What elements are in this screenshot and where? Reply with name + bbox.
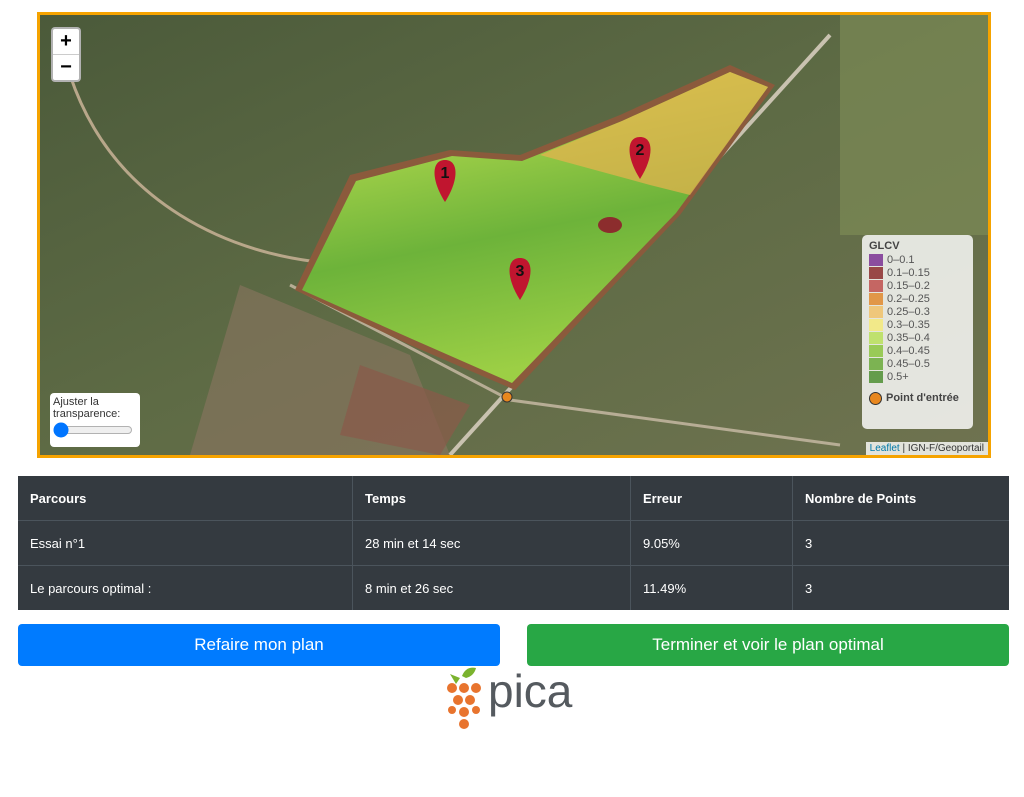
redo-button[interactable]: Refaire mon plan [18,624,500,666]
legend-swatch [869,306,883,318]
marker[interactable]: 1 [434,160,456,202]
legend-label: 0.2–0.25 [887,293,930,305]
column-header: Nombre de Points [792,476,1009,521]
map[interactable]: 1 2 3 + − Ajuster la transparence: GLCV … [37,12,991,458]
table-cell: 28 min et 14 sec [352,520,631,566]
legend-item: 0.35–0.4 [869,332,966,345]
table-cell: Essai n°1 [18,520,353,566]
legend-entry-label: Point d'entrée [886,392,959,404]
table-cell: 3 [792,520,1009,566]
attribution: Leaflet | IGN-F/Geoportail [865,442,988,455]
legend-swatch [869,254,883,266]
legend-swatch [869,332,883,344]
legend-item: 0.15–0.2 [869,280,966,293]
legend-label: 0–0.1 [887,254,915,266]
logo: pica [442,665,592,736]
transparency-slider[interactable] [53,422,133,438]
attribution-separator: | [902,443,906,454]
legend-entry: Point d'entrée [869,392,966,405]
finish-button[interactable]: Terminer et voir le plan optimal [527,624,1009,666]
marker[interactable]: 3 [509,258,531,300]
results-table: Parcours Temps Erreur Nombre de Points Essai… [18,476,1009,610]
zoom-in[interactable]: + [60,30,72,52]
legend-label: 0.15–0.2 [887,280,930,292]
table-cell: 9.05% [630,520,793,566]
marker-label: 1 [441,165,450,182]
map-imagery: 1 2 3 [40,15,988,455]
table-row: Essai n°1 28 min et 14 sec 9.05% 3 [18,520,1009,566]
column-header: Temps [352,476,631,521]
legend-swatch [869,280,883,292]
legend-item: 0.2–0.25 [869,293,966,306]
logo-text: pica [488,665,573,717]
legend-swatch [869,371,883,383]
legend-label: 0.25–0.3 [887,306,930,318]
legend-item: 0.3–0.35 [869,319,966,332]
legend-swatch [869,293,883,305]
zoom-out[interactable]: − [53,54,79,80]
legend-swatch [869,319,883,331]
transparency-label: Ajuster la transparence: [53,396,121,420]
legend-label: 0.1–0.15 [887,267,930,279]
table-row: Le parcours optimal :8 min et 26 sec 11.4… [18,565,1009,610]
legend: GLCV 0–0.1 0.1–0.15 0.15–0.2 0.2–0.25 0.25–0… [862,235,973,429]
legend-swatch [869,358,883,370]
legend-item: 0–0.1 [869,254,966,267]
column-header: Parcours [18,476,353,521]
marker-label: 2 [636,142,645,159]
logo-icon [447,667,481,729]
table-cell: 8 min et 26 sec [352,565,631,610]
legend-label: 0.5+ [887,371,909,383]
table-cell: Le parcours optimal : [18,565,353,610]
marker-label: 3 [516,263,525,280]
legend-title: GLCV [869,240,900,252]
legend-item: 0.4–0.45 [869,345,966,358]
zoom-control: + − [51,27,81,82]
legend-swatch [869,345,883,357]
column-header: Erreur [630,476,793,521]
legend-item: 0.25–0.3 [869,306,966,319]
marker[interactable]: 2 [629,137,651,179]
entry-point [501,391,513,403]
legend-item: 0.5+ [869,371,966,384]
table-cell: 11.49% [630,565,793,610]
table-cell: 3 [792,565,1009,610]
transparency-control: Ajuster la transparence: [50,393,140,447]
legend-item: 0.1–0.15 [869,267,966,280]
legend-swatch [869,267,883,279]
legend-label: 0.35–0.4 [887,332,930,344]
leaflet-link[interactable]: Leaflet [869,443,900,454]
legend-label: 0.45–0.5 [887,358,930,370]
legend-item: 0.45–0.5 [869,358,966,371]
legend-label: 0.3–0.35 [887,319,930,331]
legend-label: 0.4–0.45 [887,345,930,357]
attribution-source: IGN-F/Geoportail [907,443,984,454]
